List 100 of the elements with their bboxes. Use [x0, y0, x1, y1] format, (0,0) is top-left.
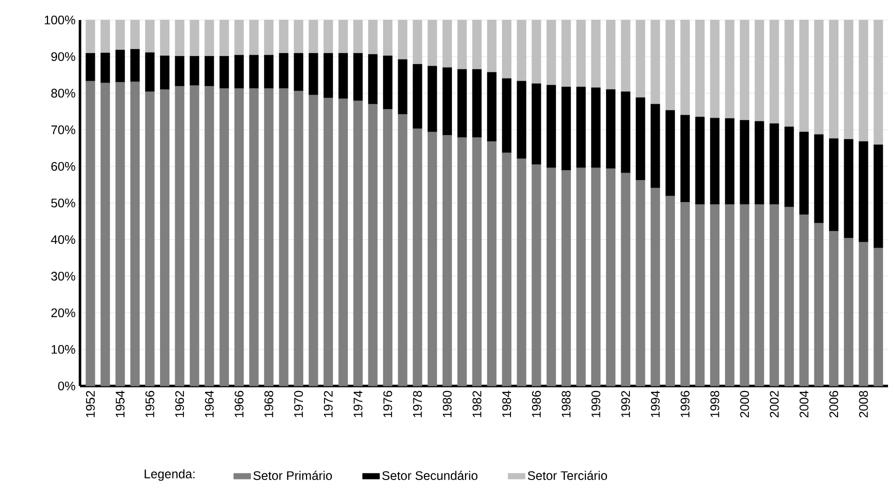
bar [546, 84, 556, 168]
bar [472, 20, 482, 70]
bar [204, 56, 214, 86]
bar [190, 56, 200, 86]
bar [442, 20, 452, 68]
bar [576, 86, 586, 168]
bar [308, 20, 318, 54]
x-tick-label: 1984 [502, 390, 512, 418]
bar [294, 20, 304, 54]
bar [442, 135, 452, 386]
bar [606, 20, 616, 90]
bar [814, 20, 824, 135]
bar [368, 20, 378, 55]
x-tick-label: 2006 [829, 390, 838, 418]
bar [532, 164, 542, 386]
x-tick-label: 1982 [472, 390, 482, 418]
bar [754, 204, 764, 386]
x-tick-label: 1954 [116, 390, 125, 418]
bar [86, 53, 96, 82]
bar [353, 20, 363, 54]
bar [383, 20, 392, 56]
bar [294, 53, 304, 92]
bar [650, 188, 660, 386]
bar [724, 204, 734, 386]
bar [695, 204, 705, 386]
bar [620, 172, 630, 386]
bar [145, 92, 155, 386]
bar [145, 52, 155, 92]
bar [799, 132, 809, 215]
bar [710, 118, 720, 205]
bar [576, 20, 586, 88]
bar [383, 56, 392, 110]
bar [190, 20, 200, 56]
bar [264, 88, 274, 386]
bar [368, 54, 378, 104]
bar [190, 85, 200, 386]
bar [874, 248, 884, 386]
y-tick-label: 30% [51, 272, 76, 281]
x-tick-label: 1980 [442, 390, 452, 418]
bar [561, 20, 571, 88]
bar [174, 86, 184, 386]
x-tick-label: 1966 [234, 390, 244, 418]
bar [412, 20, 422, 64]
bar [100, 82, 110, 386]
bar [546, 168, 556, 386]
x-tick-label: 1992 [621, 390, 630, 418]
bar [487, 20, 497, 73]
y-tick-label: 90% [51, 52, 76, 62]
x-tick-label: 1962 [175, 390, 184, 418]
bar [740, 204, 750, 386]
x-tick-label: 1968 [264, 390, 274, 418]
bar [695, 116, 705, 205]
x-tick-label: 2004 [800, 390, 808, 418]
bar [174, 20, 184, 56]
x-tick-label: 1972 [324, 390, 333, 418]
bar [724, 20, 734, 119]
bar [234, 54, 244, 89]
bar [234, 88, 244, 386]
y-tick-label: 20% [51, 308, 76, 318]
bar [561, 86, 571, 171]
bar [264, 54, 274, 89]
bar [591, 168, 601, 386]
bar [814, 222, 824, 386]
bar [100, 20, 110, 54]
bar [591, 88, 601, 168]
y-tick-label: 70% [51, 125, 76, 134]
bar [472, 137, 482, 386]
bar [858, 141, 868, 242]
x-tick-label: 1998 [710, 390, 720, 418]
bar [740, 20, 750, 120]
bar [86, 80, 96, 386]
bar [502, 20, 512, 79]
bar [516, 80, 526, 159]
x-tick-label: 1978 [413, 390, 422, 418]
bar [294, 90, 304, 386]
bar [754, 121, 764, 205]
bar [680, 114, 690, 202]
y-tick-label: 60% [51, 162, 76, 171]
bar [754, 20, 764, 122]
bar [278, 53, 288, 89]
y-tick-label: 40% [51, 235, 76, 244]
bar [249, 20, 259, 56]
bar [472, 69, 482, 138]
bar [844, 139, 854, 238]
bar [695, 20, 705, 118]
bar [710, 204, 720, 386]
bar [814, 134, 824, 224]
bar [249, 88, 259, 386]
legend-label: Setor Secundário [382, 470, 478, 480]
x-tick-label: 1994 [650, 390, 660, 418]
bar [680, 20, 690, 116]
bar [278, 20, 288, 54]
x-tick-label: 1956 [145, 390, 154, 418]
x-tick-label: 1986 [532, 390, 541, 418]
bar [412, 128, 422, 386]
bar [532, 83, 542, 165]
bar [428, 132, 438, 386]
bar [606, 89, 616, 169]
bar [115, 20, 125, 50]
bar [666, 20, 675, 111]
